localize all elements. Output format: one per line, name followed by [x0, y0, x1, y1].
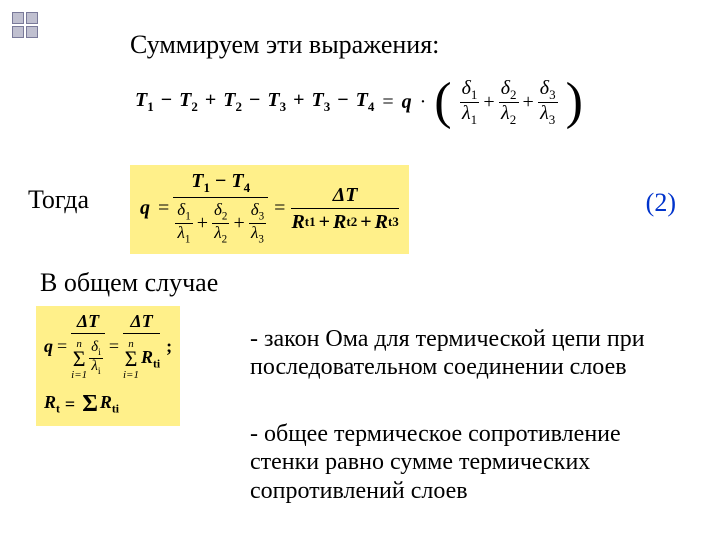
corner-decoration	[6, 6, 46, 46]
description-ohm-law: - закон Ома для термической цепи при пос…	[250, 325, 690, 382]
equation-number-2: (2)	[646, 188, 676, 218]
description-total-resistance: - общее термическое сопротивление стенки…	[250, 420, 690, 505]
general-case-label: В общем случае	[40, 268, 218, 298]
then-label: Тогда	[28, 185, 89, 215]
heading-text: Суммируем эти выражения:	[130, 30, 439, 60]
equation-3: q = ΔT n Σ i=1 δiλi = ΔT n Σ i=1	[36, 306, 180, 426]
equation-1: T1 − T2 + T2 − T3 + T3 − T4 = q · ( δ1λ1…	[135, 78, 583, 126]
equation-2: q = T1 − T4 δ1λ1 + δ2λ2 + δ3λ3 = ΔT Rt1 …	[130, 165, 409, 254]
